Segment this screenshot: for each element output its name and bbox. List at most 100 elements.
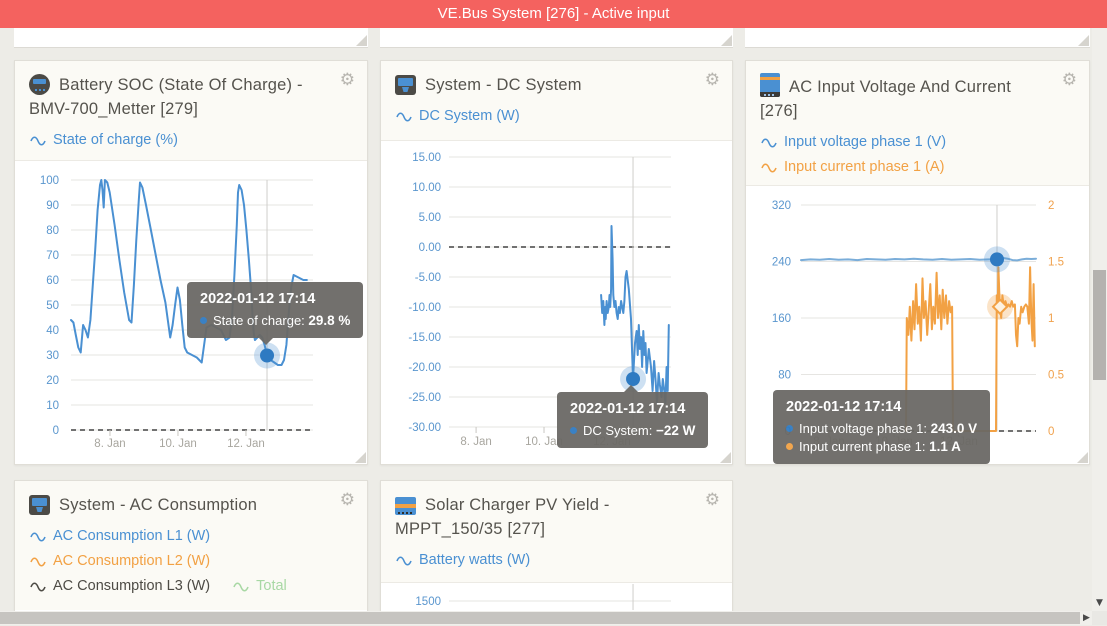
chart-tooltip: 2022-01-12 17:14 DC System: −22 W [557,385,709,448]
panel-dc-system: System - DC System ⚙ DC System (W) 15.00… [380,60,733,465]
svg-text:80: 80 [778,370,791,382]
bmv-device-icon [29,74,50,95]
vertical-scrollbar[interactable]: ▼ [1092,28,1107,611]
svg-text:1.5: 1.5 [1048,257,1064,269]
panel-ac-consumption: System - AC Consumption ⚙ AC Consumption… [14,480,368,611]
wave-icon [761,163,777,173]
svg-text:0: 0 [1048,426,1054,438]
panel-header: Solar Charger PV Yield - MPPT_150/35 [27… [381,481,732,583]
chart-dc-system[interactable]: 15.00 10.00 5.00 0.00 -5.00 -10.00 -15.00 -20.0… [381,140,732,464]
svg-text:0: 0 [53,425,59,437]
wave-icon [30,136,46,146]
legend-dc-system[interactable]: DC System (W) [395,104,718,129]
svg-text:40: 40 [46,325,59,337]
chart-tooltip: 2022-01-12 17:14 Input voltage phase 1: … [773,390,991,464]
legend-state-of-charge[interactable]: State of charge (%) [29,128,353,153]
scroll-right-button[interactable]: ▶ [1083,613,1090,623]
wave-icon [396,556,412,566]
svg-text:12. Jan: 12. Jan [227,438,265,450]
svg-text:8. Jan: 8. Jan [94,438,125,450]
panel-title: AC Input Voltage And Current [276] [760,73,1075,123]
panel-pv-yield: Solar Charger PV Yield - MPPT_150/35 [27… [380,480,733,611]
svg-text:8. Jan: 8. Jan [460,436,491,448]
panel-stub-2 [380,28,733,48]
svg-text:10.00: 10.00 [412,182,441,194]
series-dot [786,425,793,432]
gear-icon[interactable]: ⚙ [704,70,720,90]
vertical-scroll-thumb[interactable] [1093,270,1106,380]
legend-input-current[interactable]: Input current phase 1 (A) [760,155,1075,180]
vebus-device-icon [760,73,780,97]
scroll-down-button[interactable]: ▼ [1096,598,1103,608]
resize-handle[interactable] [720,452,731,463]
gear-icon[interactable]: ⚙ [339,70,355,90]
svg-text:0.5: 0.5 [1048,370,1064,382]
svg-text:-5.00: -5.00 [415,272,441,284]
svg-text:90: 90 [46,200,59,212]
panel-title: System - DC System [395,73,718,97]
series-dot [200,317,207,324]
wave-icon [30,582,46,592]
svg-text:50: 50 [46,300,59,312]
panel-title: Battery SOC (State Of Charge) - BMV-700_… [29,74,303,118]
svg-text:2: 2 [1048,200,1054,212]
svg-text:5.00: 5.00 [419,212,441,224]
svg-text:10: 10 [46,400,59,412]
legend-total[interactable]: Total [232,574,287,599]
svg-text:240: 240 [772,257,791,269]
gear-icon[interactable]: ⚙ [1061,70,1077,90]
svg-text:-30.00: -30.00 [408,422,441,434]
svg-text:10. Jan: 10. Jan [525,436,563,448]
series-dot [786,443,793,450]
scrollbar-corner [1092,611,1107,625]
system-device-icon [395,75,416,95]
alert-banner[interactable]: VE.Bus System [276] - Active input [0,0,1107,28]
svg-text:100: 100 [40,175,59,187]
legend-battery-watts[interactable]: Battery watts (W) [395,548,718,573]
svg-text:30: 30 [46,350,59,362]
panel-header: System - AC Consumption ⚙ AC Consumption… [15,481,367,610]
wave-icon [396,112,412,122]
svg-text:20: 20 [46,375,59,387]
svg-text:10. Jan: 10. Jan [159,438,197,450]
resize-handle[interactable] [721,35,732,46]
svg-text:80: 80 [46,225,59,237]
series-dot [570,427,577,434]
chart-canvas-dc: 15.00 10.00 5.00 0.00 -5.00 -10.00 -15.00 -20.0… [408,152,671,448]
mppt-device-icon [395,497,416,515]
legend-ac-consumption-l3[interactable]: AC Consumption L3 (W) [29,574,210,599]
svg-text:-20.00: -20.00 [408,362,441,374]
panel-header: System - DC System ⚙ DC System (W) [381,61,732,141]
svg-text:60: 60 [46,275,59,287]
legend-ac-consumption-l2[interactable]: AC Consumption L2 (W) [29,549,353,574]
horizontal-scroll-thumb[interactable] [0,612,1080,624]
legend-input-voltage[interactable]: Input voltage phase 1 (V) [760,130,1075,155]
panel-title: Solar Charger PV Yield - MPPT_150/35 [27… [395,496,610,538]
panel-title: System - AC Consumption [29,493,353,517]
svg-text:1: 1 [1048,313,1054,325]
wave-icon [233,582,249,592]
gear-icon[interactable]: ⚙ [339,490,355,510]
svg-text:320: 320 [772,200,791,212]
tooltip-caret [624,385,638,392]
gear-icon[interactable]: ⚙ [704,490,720,510]
tooltip-caret [259,338,273,345]
chart-pv-yield[interactable]: 1500 [381,582,732,610]
resize-handle[interactable] [355,452,366,463]
panel-header: Battery SOC (State Of Charge) - BMV-700_… [15,61,367,161]
horizontal-scrollbar[interactable]: ▶ [0,611,1092,625]
svg-text:160: 160 [772,313,791,325]
panel-ac-input: AC Input Voltage And Current [276] ⚙ Inp… [745,60,1090,465]
resize-handle[interactable] [356,35,367,46]
resize-handle[interactable] [1077,452,1088,463]
wave-icon [30,532,46,542]
legend-ac-consumption-l1[interactable]: AC Consumption L1 (W) [29,524,353,549]
chart-canvas-pv: 1500 [415,584,671,610]
svg-text:-10.00: -10.00 [408,302,441,314]
resize-handle[interactable] [1078,35,1089,46]
panel-stub-3 [745,28,1090,48]
chart-battery-soc[interactable]: 100 90 80 70 60 50 40 30 20 10 0 8. Jan 10. Jan 12. J… [15,160,367,464]
wave-icon [761,138,777,148]
panel-header: AC Input Voltage And Current [276] ⚙ Inp… [746,61,1089,186]
